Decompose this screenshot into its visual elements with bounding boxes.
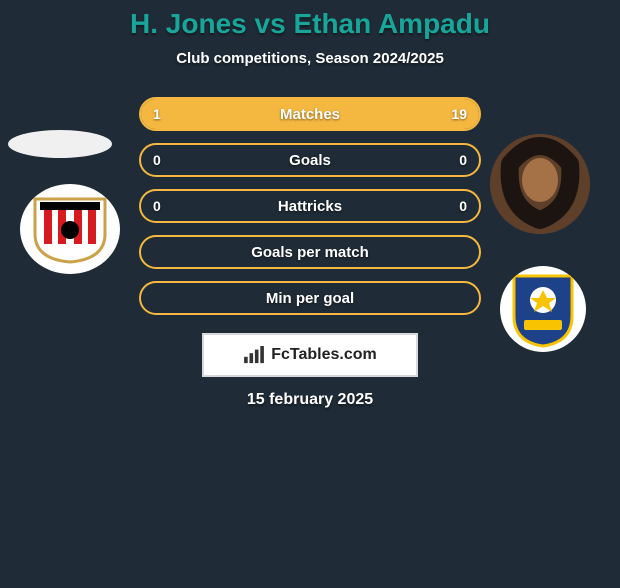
stat-value-right: 0 [459, 191, 467, 221]
club-right-crest [500, 266, 586, 352]
stat-value-left: 0 [153, 191, 161, 221]
club-left-crest [20, 184, 120, 274]
bar-chart-icon [243, 346, 265, 364]
stat-label: Goals [141, 145, 479, 175]
stat-value-left: 0 [153, 145, 161, 175]
player-silhouette-icon [490, 134, 590, 234]
leeds-crest-icon [510, 270, 576, 348]
page-title: H. Jones vs Ethan Ampadu [0, 8, 620, 40]
stat-value-right: 0 [459, 145, 467, 175]
stat-row: Hattricks0 0 [139, 189, 481, 223]
sunderland-crest-icon [30, 194, 110, 264]
stats-container: Matches119Goals00Hattricks00Goals per ma… [139, 97, 481, 315]
stat-label: Hattricks [141, 191, 479, 221]
subtitle: Club competitions, Season 2024/2025 [0, 50, 620, 67]
player-right-avatar [490, 134, 590, 234]
stat-label: Min per goal [141, 283, 479, 313]
date-text: 15 february 2025 [0, 391, 620, 409]
stat-row: Goals per match [139, 235, 481, 269]
player-left-avatar [8, 130, 112, 158]
stat-value-left: 1 [153, 99, 161, 129]
stat-row: Min per goal [139, 281, 481, 315]
branding-badge: FcTables.com [202, 333, 418, 377]
stat-label: Goals per match [141, 237, 479, 267]
stat-row: Matches1 19 [139, 97, 481, 131]
branding-text: FcTables.com [271, 346, 377, 364]
stat-row: Goals0 0 [139, 143, 481, 177]
stat-label: Matches [141, 99, 479, 129]
stat-value-right: 19 [451, 99, 467, 129]
